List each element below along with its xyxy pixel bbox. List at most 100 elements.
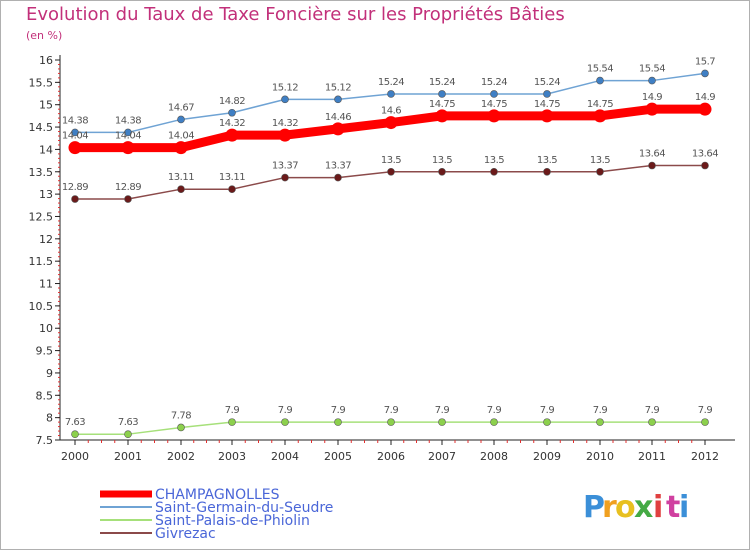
chart-legend: CHAMPAGNOLLESSaint-Germain-du-SeudreSain… [100, 487, 333, 542]
data-point [645, 102, 659, 116]
data-point [68, 141, 82, 155]
data-point [435, 109, 449, 123]
data-label: 7.63 [65, 417, 85, 428]
data-point [438, 90, 446, 98]
data-label: 13.64 [639, 149, 665, 160]
series-layer [68, 69, 712, 438]
data-point [701, 69, 709, 78]
logo-letter: i [679, 490, 689, 525]
data-label: 15.12 [325, 82, 351, 93]
logo-letter: t [666, 490, 680, 525]
data-label: 7.9 [331, 405, 346, 416]
y-tick-label: 7.5 [36, 434, 54, 447]
data-label: 7.9 [384, 405, 399, 416]
data-point [387, 167, 395, 176]
data-label: 15.7 [695, 56, 715, 67]
y-tick-label: 13.5 [29, 166, 54, 179]
data-label: 14.32 [219, 118, 245, 129]
data-label: 13.64 [692, 149, 718, 160]
data-label: 13.5 [432, 155, 452, 166]
data-label: 14.04 [168, 131, 194, 142]
data-point [281, 418, 289, 426]
data-point [543, 418, 551, 426]
data-point [596, 76, 604, 85]
data-point [648, 76, 656, 85]
data-point [648, 161, 656, 170]
chart-axes: 7.5 8 8.5 9 9.5 10 10.5 11 11.5 12 12.5 13 13.5 14 14.… [29, 54, 735, 463]
data-label: 14.75 [481, 99, 507, 110]
data-point [331, 122, 345, 136]
data-point [490, 418, 498, 426]
data-point [490, 90, 498, 98]
data-label: 13.5 [484, 155, 504, 166]
data-label: 12.89 [115, 182, 141, 193]
data-label: 14.38 [115, 115, 141, 126]
logo-letter: o [615, 490, 636, 525]
x-tick-label: 2001 [114, 450, 142, 463]
y-tick-label: 11.5 [29, 255, 54, 268]
data-label: 7.9 [698, 405, 713, 416]
x-tick-label: 2004 [271, 450, 299, 463]
x-tick-label: 2005 [324, 450, 352, 463]
data-label: 14.82 [219, 96, 245, 107]
data-point [71, 128, 79, 137]
data-label: 14.75 [429, 99, 455, 110]
x-tick-label: 2003 [218, 450, 246, 463]
data-label: 13.37 [325, 161, 351, 172]
data-point [334, 95, 342, 104]
y-tick-label: 14.5 [29, 121, 54, 134]
data-point [177, 115, 185, 124]
data-label: 7.9 [487, 405, 502, 416]
data-point [384, 116, 398, 130]
x-tick-label: 2009 [533, 450, 561, 463]
legend-label: Givrezac [155, 526, 216, 542]
legend-label: CHAMPAGNOLLES [155, 487, 280, 503]
data-point [438, 418, 446, 426]
data-label: 14.04 [115, 131, 141, 142]
data-label: 14.04 [62, 131, 88, 142]
data-label: 15.24 [378, 77, 404, 88]
data-label: 12.89 [62, 182, 88, 193]
data-label: 7.63 [118, 417, 138, 428]
logo-letter: P [583, 490, 605, 525]
data-label: 15.12 [272, 82, 298, 93]
data-point [228, 185, 236, 193]
data-label: 7.9 [278, 405, 293, 416]
data-point [387, 418, 395, 426]
data-point [177, 423, 185, 432]
data-label: 13.5 [537, 155, 557, 166]
data-point [596, 418, 604, 426]
data-point [701, 161, 709, 170]
data-label: 14.9 [695, 92, 715, 103]
data-label: 14.38 [62, 115, 88, 126]
data-label: 14.75 [587, 99, 613, 110]
data-point [278, 128, 292, 142]
x-tick-label: 2007 [428, 450, 456, 463]
data-point [593, 109, 607, 123]
data-label: 7.9 [540, 405, 555, 416]
y-tick-label: 8 [46, 412, 53, 425]
x-tick-label: 2012 [691, 450, 719, 463]
x-tick-label: 2010 [586, 450, 614, 463]
data-label: 7.9 [435, 405, 450, 416]
data-label: 15.24 [429, 77, 455, 88]
data-point [540, 109, 554, 123]
y-tick-label: 15 [39, 99, 53, 112]
legend-label: Saint-Palais-de-Phiolin [155, 513, 310, 529]
data-label: 7.9 [645, 405, 660, 416]
data-label: 13.5 [381, 155, 401, 166]
data-label: 13.11 [168, 172, 194, 183]
data-point [487, 109, 501, 123]
data-point [387, 90, 395, 98]
data-label: 14.46 [325, 112, 351, 123]
data-label: 13.37 [272, 161, 298, 172]
data-point [701, 418, 709, 426]
data-point [281, 95, 289, 104]
chart-unit-label: (en %) [26, 29, 63, 42]
data-label: 14.75 [534, 99, 560, 110]
data-label: 7.78 [171, 410, 191, 421]
data-point [225, 128, 239, 142]
